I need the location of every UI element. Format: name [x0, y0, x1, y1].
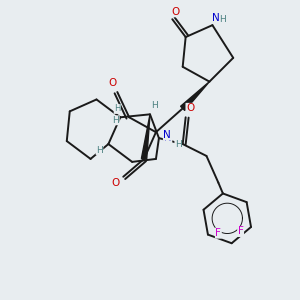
- Text: N: N: [164, 133, 172, 143]
- Text: N: N: [212, 13, 219, 23]
- Text: H: H: [112, 116, 119, 125]
- Text: F: F: [215, 228, 221, 238]
- Text: O: O: [112, 178, 120, 188]
- Text: H: H: [219, 15, 226, 24]
- Text: N: N: [164, 130, 171, 140]
- Text: O: O: [109, 78, 117, 88]
- Polygon shape: [141, 114, 150, 159]
- Polygon shape: [181, 82, 209, 110]
- Text: O: O: [186, 103, 194, 113]
- Text: H: H: [96, 146, 103, 154]
- Text: F: F: [238, 226, 244, 236]
- Text: H: H: [114, 104, 121, 113]
- Text: H: H: [151, 101, 158, 110]
- Text: O: O: [171, 7, 179, 17]
- Text: H: H: [175, 140, 181, 148]
